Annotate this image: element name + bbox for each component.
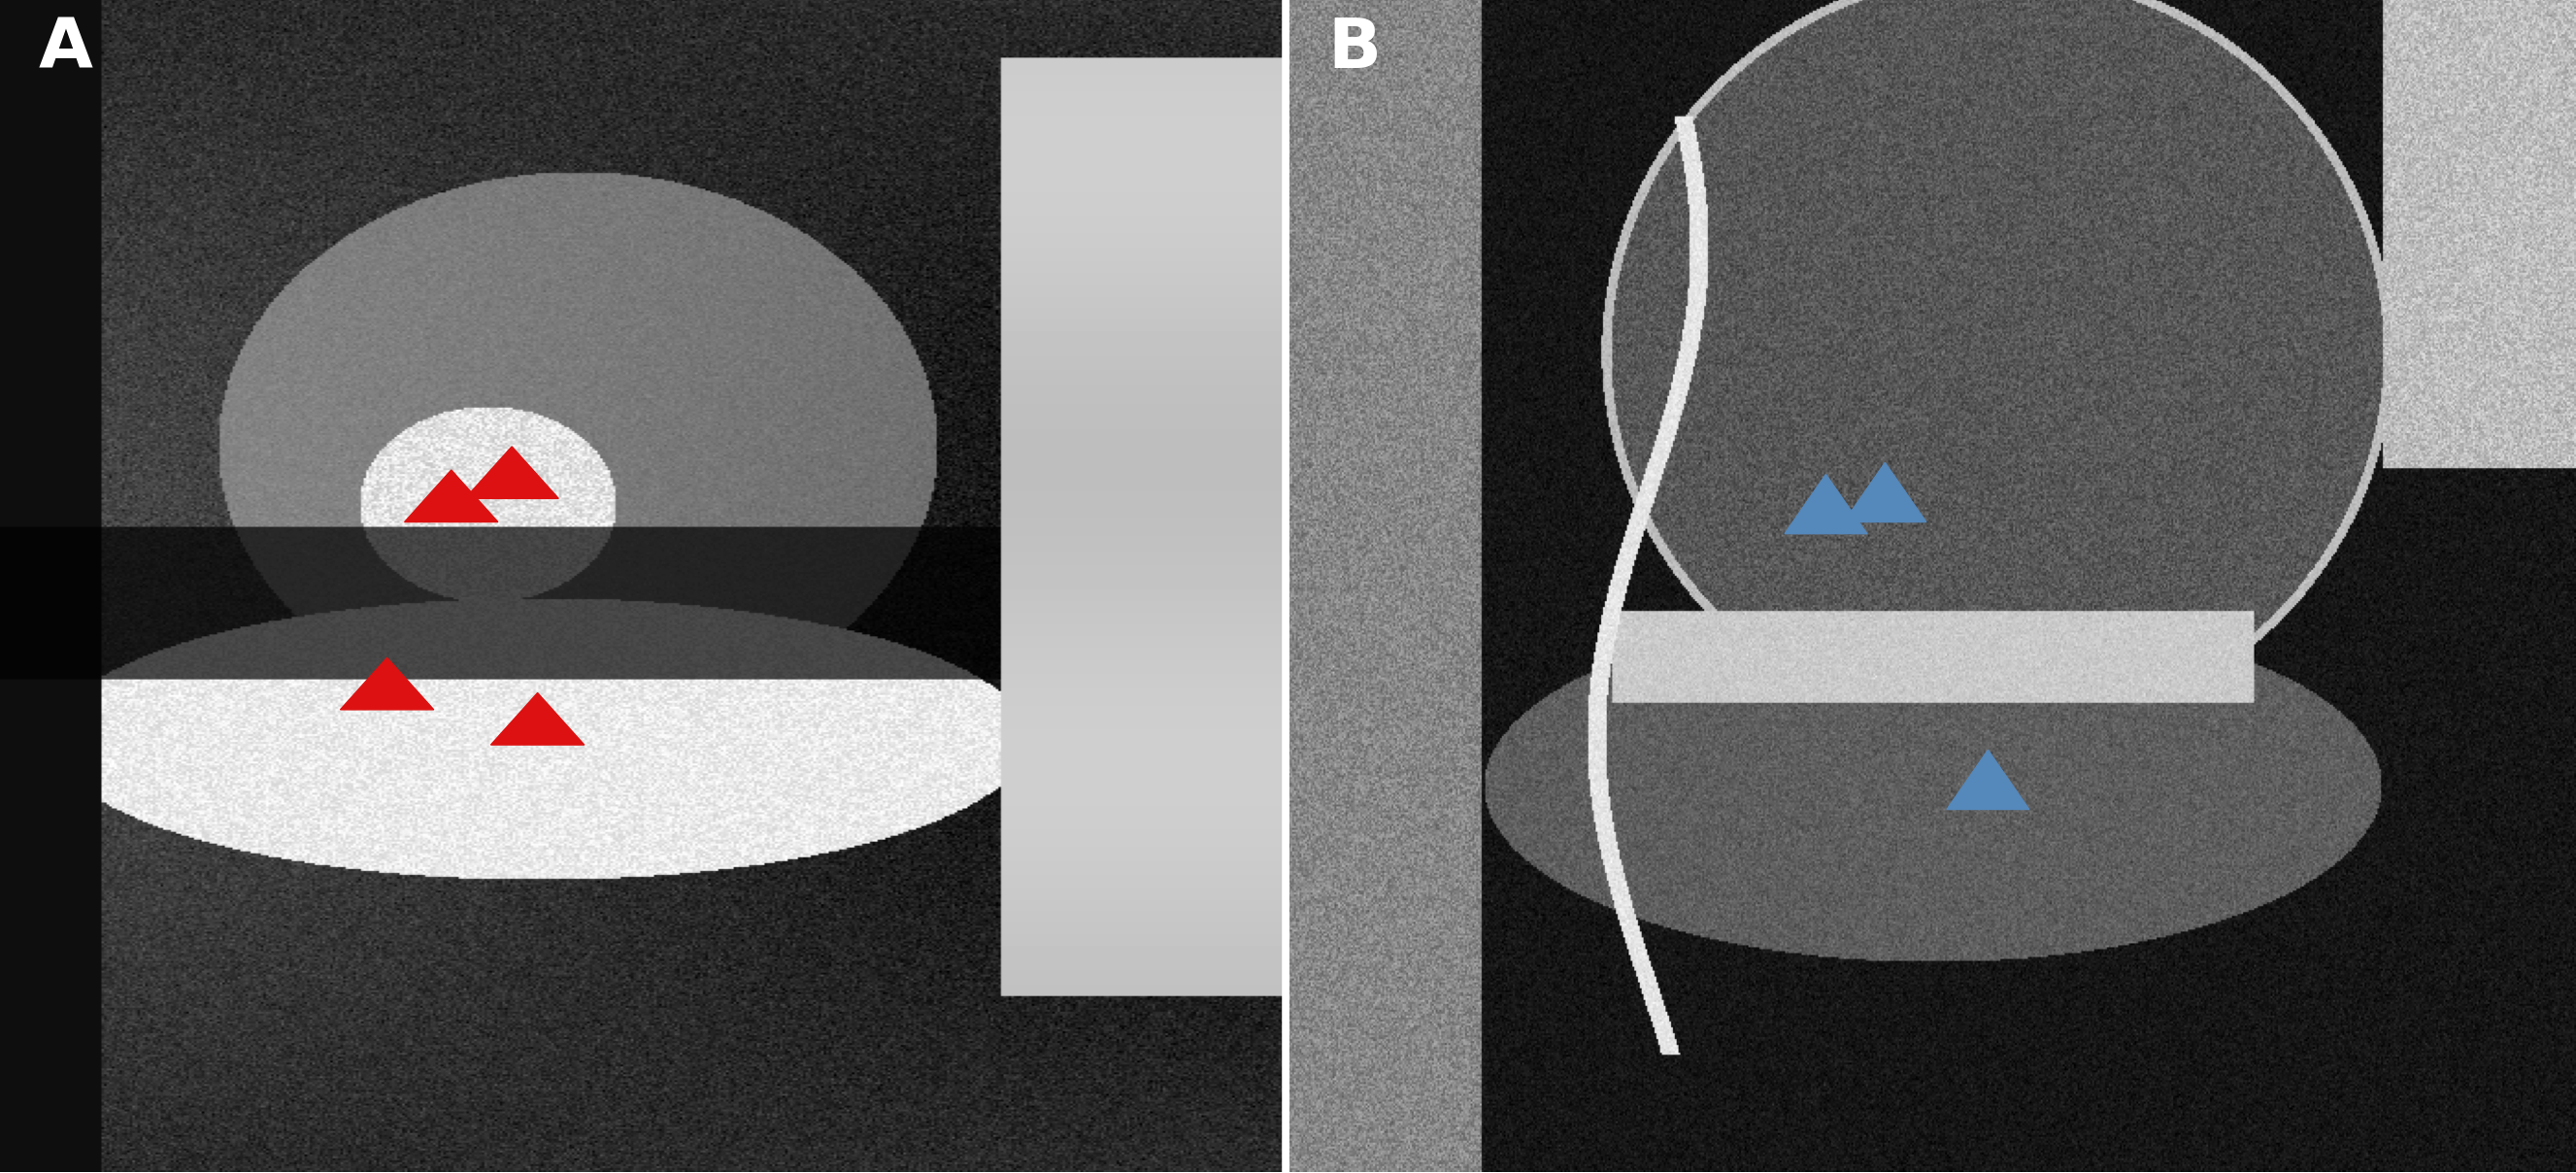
Polygon shape <box>466 447 559 499</box>
Polygon shape <box>1947 750 2030 809</box>
Text: A: A <box>39 15 93 82</box>
Polygon shape <box>1785 474 1868 534</box>
Polygon shape <box>492 693 585 745</box>
Text: B: B <box>1327 15 1381 82</box>
Polygon shape <box>340 658 433 710</box>
Polygon shape <box>404 470 497 522</box>
Polygon shape <box>1844 462 1927 522</box>
